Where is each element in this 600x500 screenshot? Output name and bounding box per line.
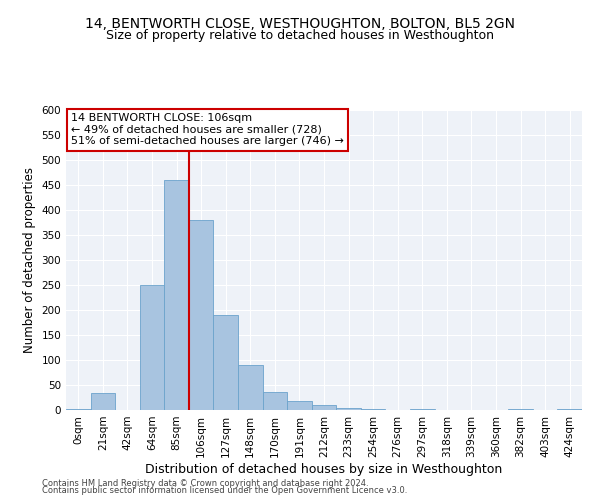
Bar bbox=[312, 405, 336, 410]
Text: 14, BENTWORTH CLOSE, WESTHOUGHTON, BOLTON, BL5 2GN: 14, BENTWORTH CLOSE, WESTHOUGHTON, BOLTO… bbox=[85, 18, 515, 32]
Bar bbox=[557, 409, 582, 410]
Bar bbox=[361, 409, 385, 410]
Bar bbox=[287, 401, 312, 410]
Bar bbox=[336, 408, 361, 410]
Bar bbox=[214, 315, 238, 410]
Bar bbox=[164, 180, 189, 410]
Bar bbox=[263, 392, 287, 410]
Bar bbox=[91, 392, 115, 410]
Text: Contains HM Land Registry data © Crown copyright and database right 2024.: Contains HM Land Registry data © Crown c… bbox=[42, 478, 368, 488]
Bar bbox=[66, 409, 91, 410]
Bar bbox=[410, 408, 434, 410]
Text: Contains public sector information licensed under the Open Government Licence v3: Contains public sector information licen… bbox=[42, 486, 407, 495]
Y-axis label: Number of detached properties: Number of detached properties bbox=[23, 167, 36, 353]
Bar bbox=[508, 409, 533, 410]
Bar bbox=[238, 365, 263, 410]
Bar bbox=[189, 220, 214, 410]
Text: 14 BENTWORTH CLOSE: 106sqm
← 49% of detached houses are smaller (728)
51% of sem: 14 BENTWORTH CLOSE: 106sqm ← 49% of deta… bbox=[71, 113, 344, 146]
Bar bbox=[140, 285, 164, 410]
Text: Size of property relative to detached houses in Westhoughton: Size of property relative to detached ho… bbox=[106, 29, 494, 42]
X-axis label: Distribution of detached houses by size in Westhoughton: Distribution of detached houses by size … bbox=[145, 462, 503, 475]
